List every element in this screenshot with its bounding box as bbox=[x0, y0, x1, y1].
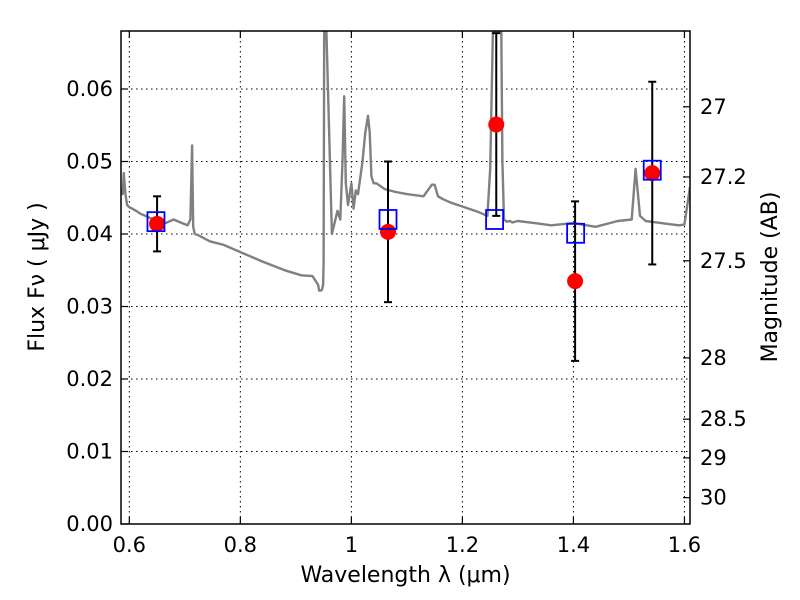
observed-point bbox=[488, 116, 505, 133]
y-tick-label: 0.00 bbox=[66, 512, 113, 536]
plot-frame bbox=[120, 30, 691, 525]
y-tick-label: 0.05 bbox=[66, 150, 113, 174]
observed-series bbox=[149, 116, 661, 290]
errorbar-series bbox=[153, 32, 657, 362]
spectrum-line bbox=[121, 31, 690, 292]
x-tick-label: 1.6 bbox=[668, 533, 701, 557]
model-photometry-series bbox=[146, 159, 662, 244]
x-tick-label: 0.8 bbox=[224, 533, 257, 557]
model-square bbox=[378, 209, 398, 230]
y-axis: 0.00 0.01 0.02 0.03 0.04 0.05 0.06 bbox=[66, 77, 128, 536]
magnitude-tick-label: 30 bbox=[700, 486, 727, 510]
x-tick-label: 0.6 bbox=[113, 533, 146, 557]
y-tick-label: 0.02 bbox=[66, 367, 113, 391]
magnitude-tick-label: 28 bbox=[700, 346, 727, 370]
magnitude-tick-label: 27 bbox=[700, 95, 727, 119]
x-axis: 0.6 0.8 1 1.2 1.4 1.6 bbox=[113, 31, 701, 557]
model-square bbox=[642, 159, 662, 181]
observed-point bbox=[644, 165, 661, 182]
x-tick-label: 1.4 bbox=[557, 533, 590, 557]
magnitude-tick-label: 27.2 bbox=[700, 165, 747, 189]
x-tick-label: 1.2 bbox=[446, 533, 479, 557]
observed-point bbox=[380, 223, 397, 240]
x-tick-label: 1 bbox=[345, 533, 358, 557]
y-tick-label: 0.03 bbox=[66, 295, 113, 319]
spectrum-series bbox=[121, 31, 690, 292]
observed-point bbox=[149, 215, 166, 232]
magnitude-axis: 27 27.2 27.5 28 28.5 29 30 bbox=[683, 95, 747, 510]
magnitude-tick-label: 27.5 bbox=[700, 249, 747, 273]
y-tick-label: 0.04 bbox=[66, 222, 113, 246]
grid bbox=[121, 31, 690, 524]
model-square bbox=[485, 209, 504, 230]
y-tick-label: 0.01 bbox=[66, 440, 113, 464]
observed-point bbox=[567, 273, 584, 290]
y-tick-label: 0.06 bbox=[66, 77, 113, 101]
y-axis-label: Flux Fν ( μJy ) bbox=[25, 202, 50, 351]
magnitude-tick-label: 28.5 bbox=[700, 407, 747, 431]
x-axis-label: Wavelength λ (μm) bbox=[300, 563, 510, 588]
model-square bbox=[146, 211, 166, 233]
model-square bbox=[566, 222, 586, 244]
right-axis-label: Magnitude (AB) bbox=[758, 192, 783, 363]
magnitude-tick-label: 29 bbox=[700, 446, 727, 470]
